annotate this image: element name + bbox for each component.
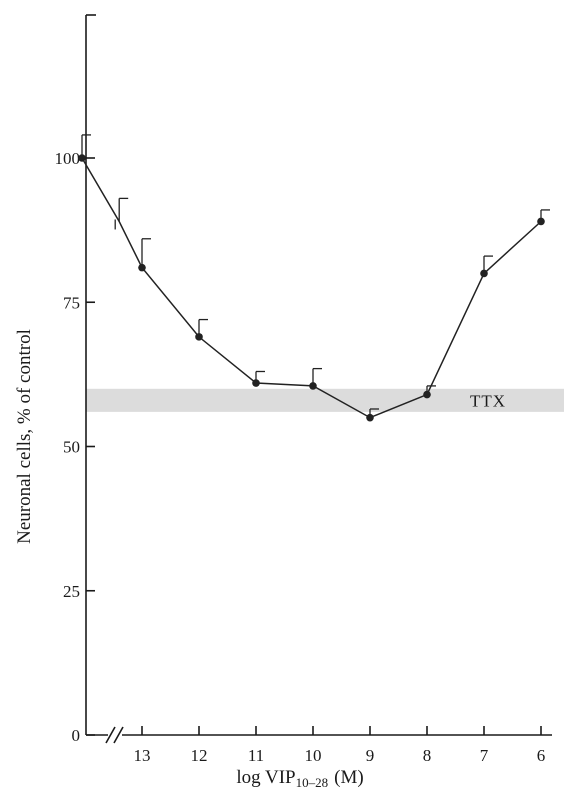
x-axis-break-mark-1 [105,726,116,744]
x-tick-label: 12 [191,746,208,765]
x-tick-label: 11 [248,746,264,765]
x-tick-label: 9 [366,746,375,765]
data-point [195,333,203,341]
data-point [423,390,431,399]
ttx-band [86,388,564,412]
data-point [366,413,374,422]
x-axis-break-mark-2 [113,726,124,744]
data-point [537,217,545,226]
data-point [309,382,317,390]
y-tick-label: 50 [63,438,80,457]
data-point [480,269,488,278]
x-tick-label: 6 [537,746,546,765]
series-line [81,157,542,419]
x-axis-title-unit: (M) [334,767,364,788]
x-tick-labels: 13 12 11 10 9 8 7 6 [134,746,546,765]
data-point [78,154,86,162]
y-tick-label: 75 [63,293,80,312]
x-tick-label: 13 [134,746,151,765]
data-point [138,263,146,272]
y-tick-labels: 0 25 50 75 100 [55,149,81,745]
data-point [252,379,260,387]
axes [85,14,552,744]
x-axis-title: log VIP10–28 (M) [236,767,363,790]
x-tick-label: 7 [480,746,489,765]
y-tick-label: 0 [72,726,81,745]
ttx-band-label: TTX [470,391,506,410]
y-tick-label: 25 [63,582,80,601]
x-axis-title-main: log VIP [236,767,295,788]
x-axis-title-subscript: 10–28 [296,775,329,790]
series-group [78,134,550,422]
x-tick-label: 8 [423,746,432,765]
y-tick-label: 100 [55,149,81,168]
x-tick-label: 10 [305,746,322,765]
y-axis-title: Neuronal cells, % of control [14,329,35,544]
